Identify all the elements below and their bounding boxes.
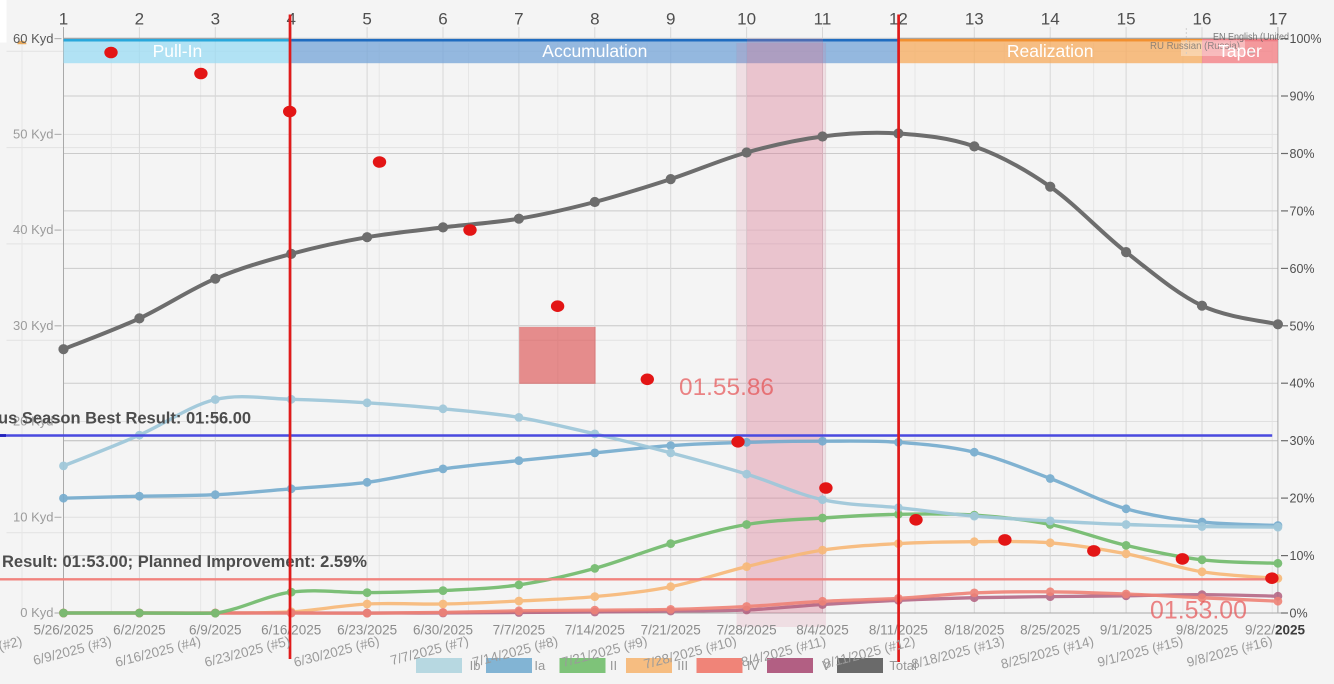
svg-text:1: 1 xyxy=(59,10,68,29)
svg-text:80%: 80% xyxy=(1290,147,1315,161)
svg-text:5/26/2025: 5/26/2025 xyxy=(33,623,93,638)
svg-text:14: 14 xyxy=(1041,10,1060,29)
svg-text:40%: 40% xyxy=(1290,377,1315,391)
svg-text:2025: 2025 xyxy=(1275,623,1306,638)
svg-text:16: 16 xyxy=(1193,10,1212,29)
svg-text:II: II xyxy=(610,658,617,673)
svg-text:5: 5 xyxy=(362,10,371,29)
svg-text:3: 3 xyxy=(211,10,220,29)
svg-text:6: 6 xyxy=(438,10,447,29)
svg-text:Ia: Ia xyxy=(534,658,546,673)
svg-text:7/7/2025: 7/7/2025 xyxy=(493,623,546,638)
svg-text:7: 7 xyxy=(514,10,523,29)
svg-text:50 Kyd: 50 Kyd xyxy=(13,126,53,141)
svg-text:70%: 70% xyxy=(1290,204,1315,218)
svg-text:60 Kyd: 60 Kyd xyxy=(13,31,53,46)
svg-text:Pull-In: Pull-In xyxy=(153,41,203,61)
svg-text:Realization: Realization xyxy=(1007,41,1094,61)
svg-text:8/4/2025: 8/4/2025 xyxy=(796,623,849,638)
svg-text:RU Russian (Russia): RU Russian (Russia) xyxy=(1150,41,1240,52)
svg-text:8: 8 xyxy=(590,10,599,29)
svg-text:III: III xyxy=(677,658,688,673)
svg-text:60%: 60% xyxy=(1290,262,1315,276)
svg-text:7/14/2025: 7/14/2025 xyxy=(565,623,625,638)
svg-text:30%: 30% xyxy=(1290,434,1315,448)
svg-text:Accumulation: Accumulation xyxy=(542,41,647,61)
svg-text:10 Kyd: 10 Kyd xyxy=(13,509,53,524)
svg-text:Ib: Ib xyxy=(470,658,481,673)
svg-text:30 Kyd: 30 Kyd xyxy=(13,318,53,333)
svg-text:90%: 90% xyxy=(1290,90,1315,104)
svg-text:50%: 50% xyxy=(1290,319,1315,333)
svg-text:2: 2 xyxy=(135,10,144,29)
svg-text:100%: 100% xyxy=(1290,32,1322,46)
svg-text:7/21/2025: 7/21/2025 xyxy=(641,623,701,638)
svg-text:9: 9 xyxy=(666,10,675,29)
svg-text:0%: 0% xyxy=(1290,607,1308,621)
svg-text:8/18/2025: 8/18/2025 xyxy=(944,623,1004,638)
svg-text:8/25/2025: 8/25/2025 xyxy=(1020,623,1080,638)
svg-text:40 Kyd: 40 Kyd xyxy=(13,222,53,237)
svg-text:20 Kyd: 20 Kyd xyxy=(13,414,53,429)
svg-text:EN English (United: EN English (United xyxy=(1213,32,1289,43)
svg-text:20%: 20% xyxy=(1290,492,1315,506)
svg-text:Taper: Taper xyxy=(1218,41,1262,61)
svg-text:9/8/2025: 9/8/2025 xyxy=(1176,623,1229,638)
svg-text:11: 11 xyxy=(814,10,832,29)
svg-text:01.55.86: 01.55.86 xyxy=(679,374,774,401)
svg-text:6/23/2025: 6/23/2025 xyxy=(337,623,397,638)
svg-text:7/28/2025: 7/28/2025 xyxy=(717,623,777,638)
svg-text:Total: Total xyxy=(889,658,917,673)
svg-text:6/2/2025: 6/2/2025 xyxy=(113,623,166,638)
svg-text:6/30/2025: 6/30/2025 xyxy=(413,623,473,638)
svg-text:6/9/2025: 6/9/2025 xyxy=(189,623,242,638)
svg-text:9/22/: 9/22/ xyxy=(1245,623,1275,638)
svg-text:15: 15 xyxy=(1117,10,1136,29)
svg-text:V: V xyxy=(822,658,831,673)
svg-text:17: 17 xyxy=(1268,10,1287,29)
svg-text:9/1/2025: 9/1/2025 xyxy=(1100,623,1153,638)
svg-text:IV: IV xyxy=(747,658,760,673)
svg-text:13: 13 xyxy=(965,10,984,29)
svg-text:0 Kyd: 0 Kyd xyxy=(20,605,53,620)
svg-text:01.53.00: 01.53.00 xyxy=(1150,597,1247,625)
svg-text:us Season Best Result: 01:56.0: us Season Best Result: 01:56.00 xyxy=(0,410,251,428)
svg-text:10: 10 xyxy=(737,10,756,29)
svg-text:Result: 01:53.00; Planned Impr: Result: 01:53.00; Planned Improvement: 2… xyxy=(2,553,367,571)
svg-text:10%: 10% xyxy=(1290,549,1315,563)
